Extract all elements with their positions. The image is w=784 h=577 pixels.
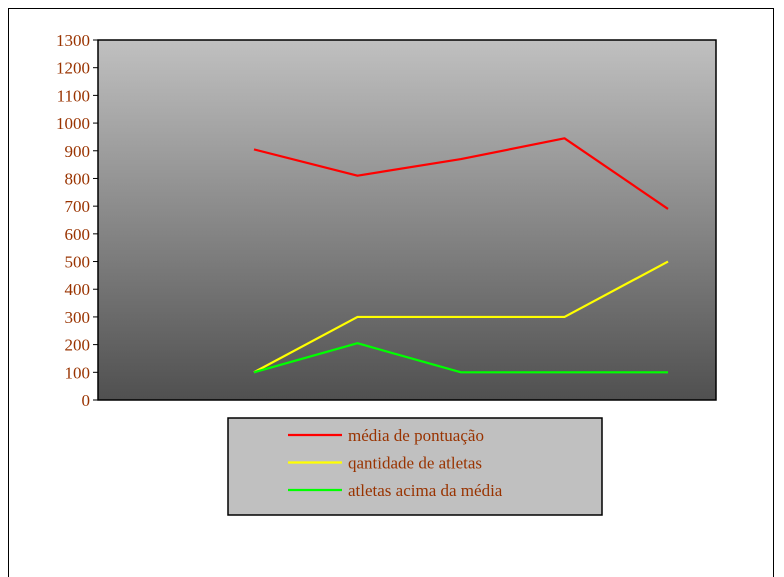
- series-lines: [253, 137, 669, 374]
- y-tick-label: 1300: [56, 31, 90, 50]
- y-tick-label: 500: [65, 253, 91, 272]
- legend-label-2: qantidade de atletas: [348, 454, 482, 473]
- y-tick-label: 100: [65, 363, 91, 382]
- plot-area: [97, 39, 717, 401]
- series-line-1: [253, 137, 669, 210]
- y-tick-label: 1100: [57, 86, 90, 105]
- y-tick-label: 300: [65, 308, 91, 327]
- y-tick-label: 0: [82, 391, 91, 410]
- y-tick-label: 1000: [56, 114, 90, 133]
- legend-label-3: atletas acima da média: [348, 481, 503, 500]
- legend-label-1: média de pontuação: [348, 426, 484, 445]
- y-tick-label: 1200: [56, 59, 90, 78]
- y-tick-label: 800: [65, 169, 91, 188]
- y-tick-label: 400: [65, 280, 91, 299]
- series-line-2: [253, 260, 669, 374]
- y-tick-label: 900: [65, 142, 91, 161]
- y-axis: 0 100 200 300 400 500 600 700 800 900 1000 1100 1200…: [56, 31, 98, 410]
- y-tick-label: 200: [65, 336, 91, 355]
- chart-frame: [8, 8, 774, 577]
- series-line-3: [253, 342, 668, 374]
- y-tick-label: 600: [65, 225, 91, 244]
- legend-entries: média de pontuação qantidade de atletas at…: [288, 426, 503, 500]
- y-tick-label: 700: [65, 197, 91, 216]
